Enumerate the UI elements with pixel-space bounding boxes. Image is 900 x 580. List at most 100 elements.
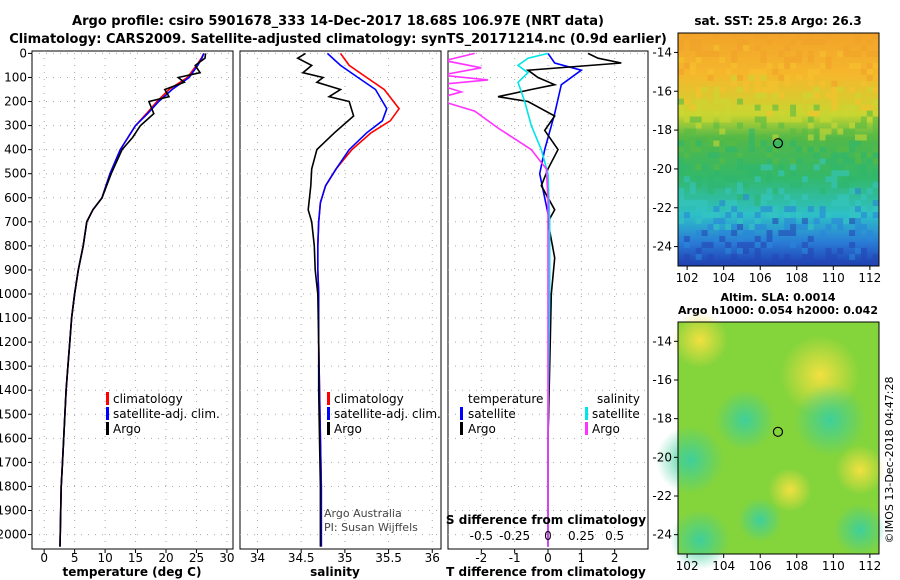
y-tick-label: 1800 [0, 479, 27, 493]
map-x-tick-label: 102 [676, 271, 699, 285]
sst-pixel [760, 224, 767, 231]
s-tick-label: 0.5 [605, 529, 624, 543]
sst-pixel [695, 140, 702, 147]
sst-pixel [766, 86, 773, 93]
sst-pixel [742, 164, 749, 171]
sst-pixel [772, 235, 779, 242]
x-tick-label: -1 [509, 551, 521, 565]
y-tick-label: 600 [4, 191, 27, 205]
sst-pixel [778, 116, 785, 123]
sst-pixel [754, 74, 761, 81]
sst-pixel [872, 146, 879, 153]
sst-pixel [796, 212, 802, 219]
sst-pixel [760, 194, 767, 201]
sst-pixel [742, 134, 749, 141]
sst-pixel [678, 194, 684, 201]
sst-pixel [872, 62, 879, 69]
map-x-tick-label: 102 [676, 559, 699, 573]
sst-pixel [866, 134, 873, 141]
legend-swatch-satellite [106, 407, 109, 420]
sst-pixel [837, 218, 844, 225]
sst-pixel [748, 104, 755, 111]
sst-pixel [766, 152, 773, 159]
sst-pixel [825, 158, 832, 165]
sst-pixel [683, 212, 690, 219]
sst-pixel [860, 152, 867, 159]
sst-pixel [849, 104, 856, 111]
sst-pixel [855, 188, 861, 195]
sst-pixel [837, 146, 844, 153]
sst-pixel [819, 128, 826, 135]
sst-pixel [701, 86, 708, 93]
sst-pixel [837, 164, 844, 171]
sst-pixel [819, 140, 826, 147]
sst-pixel [725, 230, 732, 237]
sst-pixel [843, 182, 850, 189]
map-y-tick-label: -18 [652, 123, 672, 137]
sst-pixel [831, 92, 838, 99]
sst-pixel [831, 218, 838, 225]
sst-pixel [790, 62, 797, 69]
y-tick-label: 1000 [0, 287, 27, 301]
sst-pixel [872, 206, 879, 213]
sst-pixel [772, 146, 779, 153]
sst-pixel [784, 134, 791, 141]
sst-pixel [719, 259, 726, 266]
sst-pixel [866, 50, 873, 57]
map-y-tick-label: -18 [652, 412, 672, 426]
sst-pixel [742, 38, 749, 45]
y-tick-label: 300 [4, 119, 27, 133]
argo-float-marker [772, 426, 784, 437]
sst-pixel [737, 134, 743, 141]
sst-pixel [737, 152, 743, 159]
sst-pixel [813, 164, 820, 171]
sst-pixel [860, 134, 867, 141]
sst-pixel [713, 122, 720, 129]
legend-title-salinity: salinity [597, 392, 640, 406]
sst-pixel [695, 50, 702, 57]
sst-pixel [707, 134, 714, 141]
sst-pixel [737, 259, 743, 266]
sst-pixel [719, 128, 726, 135]
sst-pixel [819, 158, 826, 165]
sst-pixel [754, 33, 761, 39]
sst-pixel [872, 116, 879, 123]
x-tick-label: 5 [71, 551, 79, 565]
sst-pixel [790, 182, 797, 189]
sst-pixel [754, 253, 761, 260]
sst-pixel [737, 104, 743, 111]
sst-pixel [766, 176, 773, 183]
sst-pixel [784, 230, 791, 237]
sst-pixel [819, 50, 826, 57]
sst-pixel [713, 92, 720, 99]
sst-pixel [772, 188, 779, 195]
sst-pixel [760, 134, 767, 141]
sst-pixel [689, 116, 696, 123]
sst-pixel [695, 44, 702, 51]
altimetry-map-panel: Altim. SLA: 0.0014 Argo h1000: 0.054 h20… [652, 291, 886, 573]
y-tick-label: 1300 [0, 359, 27, 373]
sst-pixel [737, 188, 743, 195]
sst-pixel [731, 253, 738, 260]
sst-pixel [866, 259, 873, 266]
sst-pixel [831, 164, 838, 171]
sst-pixel [837, 152, 844, 159]
map-y-tick-label: -16 [652, 373, 672, 387]
temperature-plot-frame [31, 50, 234, 550]
series-t-argo [497, 52, 622, 547]
sst-pixel [790, 158, 797, 165]
sst-pixel [766, 146, 773, 153]
sst-pixel [754, 212, 761, 219]
sst-pixel [737, 235, 743, 242]
altimetry-blob [794, 384, 866, 456]
sst-pixel [849, 62, 856, 69]
sst-pixel [866, 68, 873, 75]
sst-pixel [855, 212, 861, 219]
sst-pixel [760, 92, 767, 99]
sst-pixel [831, 158, 838, 165]
sst-pixel [766, 170, 773, 177]
sst-pixel [737, 44, 743, 51]
sst-pixel [866, 74, 873, 81]
sst-pixel [760, 33, 767, 39]
sst-pixel [695, 182, 702, 189]
